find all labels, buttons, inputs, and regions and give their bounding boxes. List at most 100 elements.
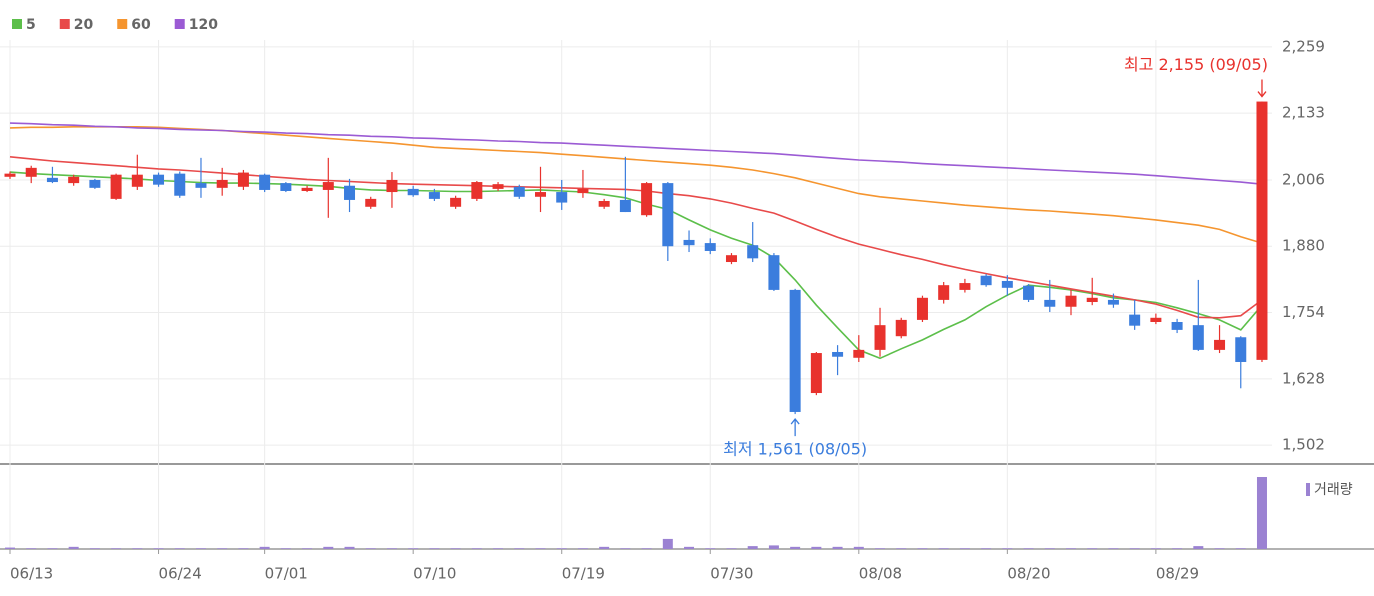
volume-bar xyxy=(684,546,695,549)
candle-body xyxy=(216,179,228,188)
candle-body xyxy=(938,285,950,300)
volume-bar xyxy=(938,548,949,549)
volume-legend-label: 거래량 xyxy=(1314,482,1353,498)
volume-bar xyxy=(726,548,737,549)
candle-body xyxy=(916,297,928,320)
candle-body xyxy=(1192,325,1204,350)
volume-bar xyxy=(1256,477,1267,549)
candle-body xyxy=(725,255,737,263)
candle-body xyxy=(832,351,844,357)
x-tick-label: 07/19 xyxy=(562,565,605,583)
candle-body xyxy=(598,200,610,207)
volume-bar xyxy=(832,546,843,549)
volume-bar xyxy=(5,547,15,549)
volume-bar xyxy=(1129,548,1140,549)
volume-bar xyxy=(26,548,37,549)
volume-bar xyxy=(238,548,249,549)
candle-body xyxy=(704,243,716,251)
candle-body xyxy=(471,182,483,199)
y-tick-label: 1,628 xyxy=(1282,369,1325,387)
volume-bar xyxy=(1214,548,1225,549)
candle-body xyxy=(535,192,546,197)
x-tick-label: 08/29 xyxy=(1156,565,1199,583)
volume-bar xyxy=(429,548,440,549)
candle-body xyxy=(344,185,356,200)
x-tick-label: 07/30 xyxy=(710,565,753,583)
legend-swatch xyxy=(174,19,185,29)
volume-bar xyxy=(132,548,143,549)
x-tick-label: 07/10 xyxy=(413,565,456,583)
y-tick-label: 2,133 xyxy=(1282,104,1325,122)
candle-body xyxy=(386,179,398,193)
volume-bar xyxy=(89,548,100,549)
annotation-high: 최고 2,155 (09/05) xyxy=(1124,55,1268,74)
candle-body xyxy=(428,192,440,199)
volume-bar xyxy=(153,548,164,549)
legend-swatch xyxy=(117,19,128,29)
volume-bar xyxy=(68,546,79,549)
candle-body xyxy=(237,172,249,187)
y-tick-label: 1,880 xyxy=(1282,237,1325,255)
volume-bar xyxy=(896,548,907,549)
volume-bar xyxy=(386,548,397,549)
candle-body xyxy=(174,173,186,196)
volume-bar xyxy=(1002,548,1013,549)
y-tick-label: 1,502 xyxy=(1282,436,1325,454)
volume-bar xyxy=(811,546,822,549)
candle-body xyxy=(683,239,695,246)
volume-bar xyxy=(217,548,228,549)
candle-body xyxy=(747,245,759,259)
legend-label: 120 xyxy=(189,17,218,33)
candle-body xyxy=(1129,314,1141,326)
candle-body xyxy=(1214,339,1226,350)
candle-body xyxy=(4,173,16,177)
volume-bar xyxy=(302,548,313,549)
x-tick-label: 07/01 xyxy=(265,565,308,583)
volume-bar xyxy=(408,548,419,549)
x-tick-label: 06/13 xyxy=(10,565,53,583)
volume-bar xyxy=(47,548,58,549)
volume-legend-swatch xyxy=(1306,483,1310,496)
volume-bar xyxy=(111,548,122,549)
candle-body xyxy=(259,174,271,190)
candle-body xyxy=(662,183,674,247)
volume-bar xyxy=(535,548,546,549)
candle-body xyxy=(1044,299,1056,307)
candle-body xyxy=(789,289,801,412)
candle-body xyxy=(556,192,568,203)
volume-bar xyxy=(620,548,631,549)
volume-bar xyxy=(323,546,334,549)
volume-bar xyxy=(556,548,567,549)
candle-body xyxy=(110,174,122,199)
y-tick-label: 2,259 xyxy=(1282,37,1325,55)
volume-bar xyxy=(195,548,206,549)
volume-bar xyxy=(344,546,355,549)
x-tick-label: 08/20 xyxy=(1007,565,1050,583)
volume-bar xyxy=(853,546,864,549)
volume-bar xyxy=(1235,548,1246,549)
candle-body xyxy=(195,183,207,188)
ma-line xyxy=(9,171,1263,360)
volume-bar xyxy=(768,545,779,549)
legend-label: 5 xyxy=(26,17,36,33)
x-tick-label: 06/24 xyxy=(159,565,202,583)
candle-body xyxy=(1065,295,1077,307)
annotation-arrow xyxy=(790,418,800,437)
candle-body xyxy=(450,197,462,207)
candle-body xyxy=(1235,337,1247,362)
candle-body xyxy=(322,182,334,190)
candle-body xyxy=(1107,299,1119,305)
candle-body xyxy=(513,186,525,197)
ma-line xyxy=(9,122,1263,185)
volume-bar xyxy=(365,548,376,549)
volume-bar xyxy=(577,548,588,549)
candle-body xyxy=(577,188,589,194)
candle-body xyxy=(492,184,504,189)
candle-body xyxy=(407,188,419,196)
volume-bar xyxy=(747,546,758,549)
candle-body xyxy=(1256,101,1268,360)
volume-bar xyxy=(1044,548,1055,549)
candle-body xyxy=(619,199,631,213)
candle-body xyxy=(853,349,865,358)
volume-bar xyxy=(790,546,801,549)
